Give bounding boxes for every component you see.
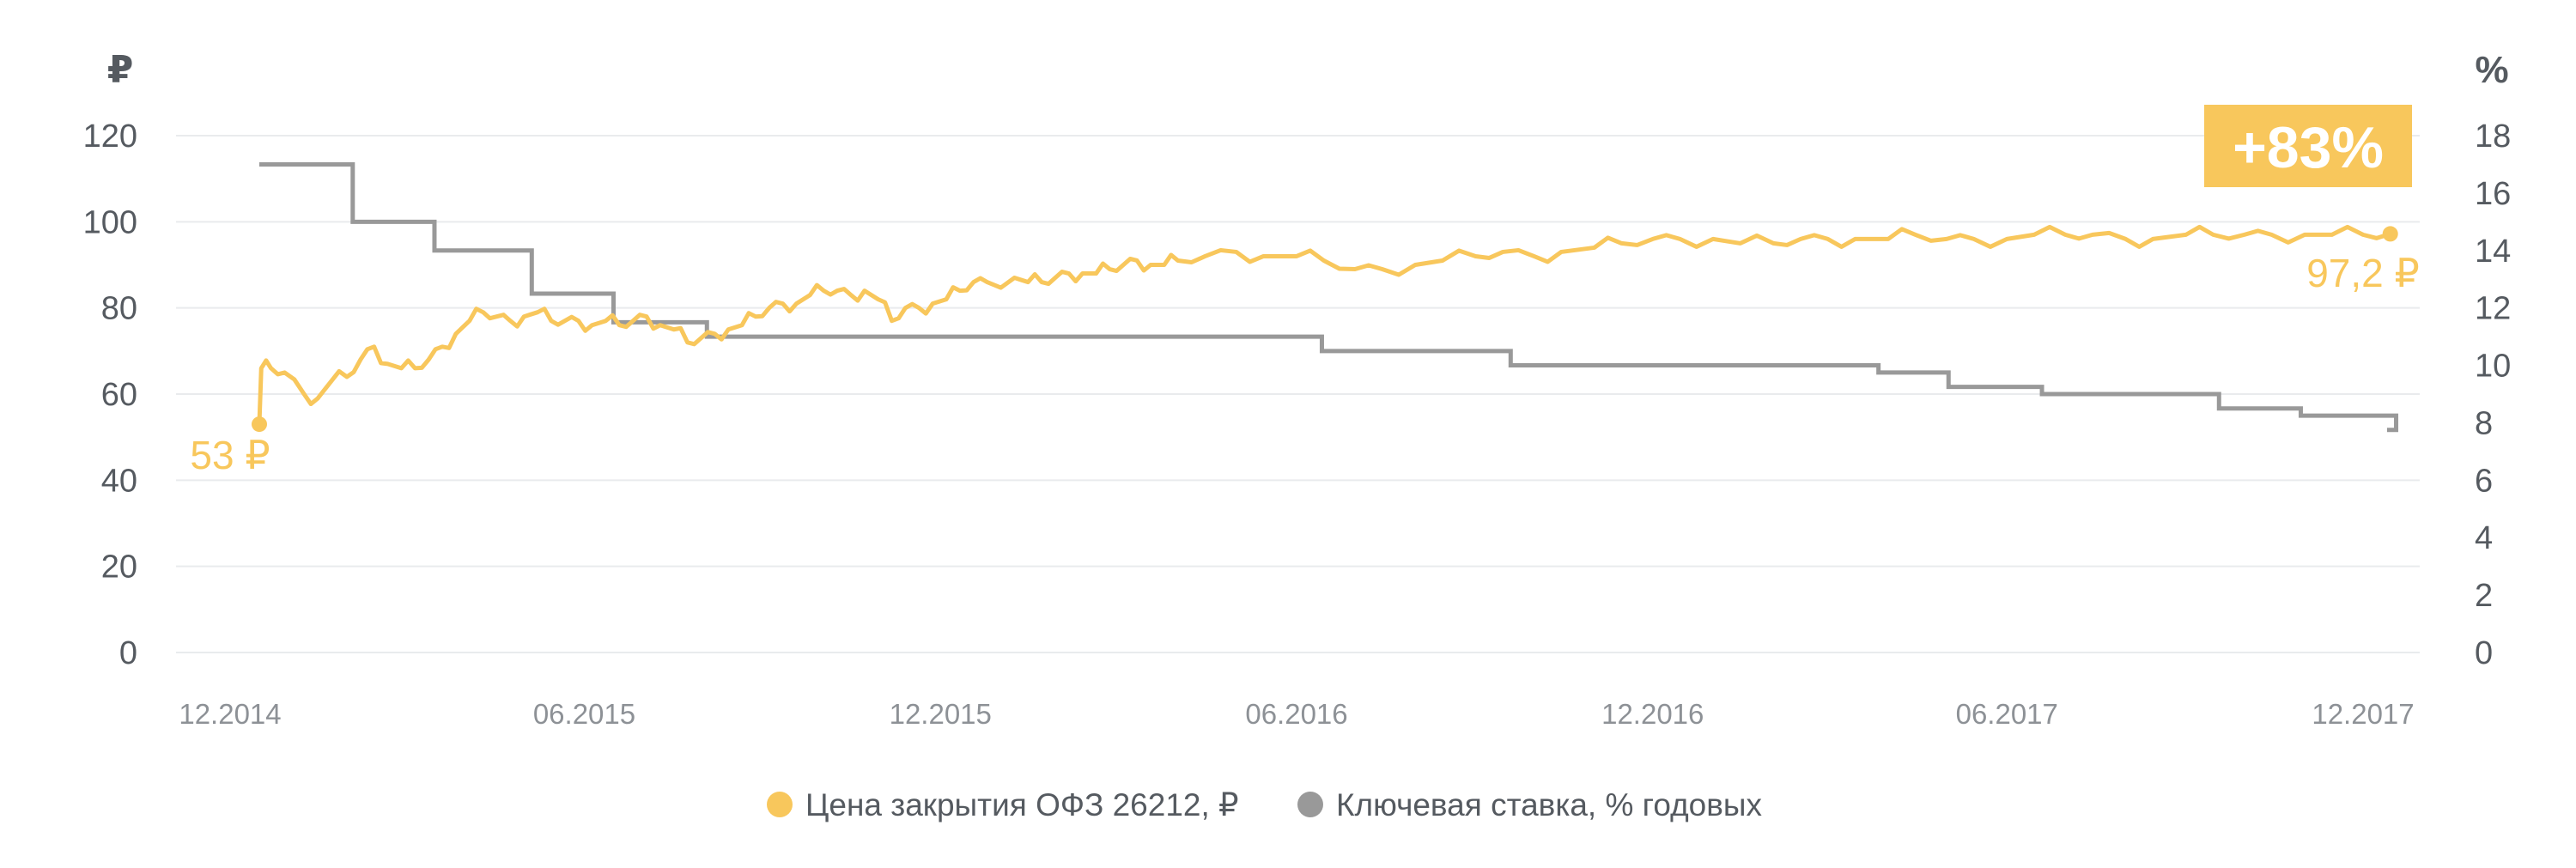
left-tick-label: 60 xyxy=(101,377,137,413)
left-tick-label: 100 xyxy=(83,204,137,240)
legend: Цена закрытия ОФЗ 26212, ₽ Ключевая став… xyxy=(767,787,1763,822)
left-axis-unit-label: ₽ xyxy=(107,49,134,91)
start-value-label: 53 ₽ xyxy=(190,433,270,477)
x-tick-label: 06.2015 xyxy=(533,698,635,730)
right-tick-label: 0 xyxy=(2475,635,2493,671)
grid xyxy=(176,135,2420,653)
x-tick-label: 12.2015 xyxy=(890,698,992,730)
right-tick-label: 4 xyxy=(2475,520,2493,556)
left-tick-label: 20 xyxy=(101,549,137,586)
left-tick-label: 120 xyxy=(83,118,137,155)
price-series-line xyxy=(257,224,2391,425)
right-tick-label: 18 xyxy=(2475,118,2511,155)
growth-badge-text: +83% xyxy=(2233,115,2384,180)
x-tick-label: 12.2017 xyxy=(2312,698,2414,730)
legend-rate-marker xyxy=(1297,792,1323,817)
rate-series-line xyxy=(258,161,2399,433)
left-axis-ticks: 0 20 40 60 80 100 120 xyxy=(83,118,137,671)
left-tick-label: 0 xyxy=(119,635,137,671)
x-tick-label: 06.2016 xyxy=(1245,698,1347,730)
right-tick-label: 2 xyxy=(2475,578,2493,614)
x-axis-ticks: 12.2014 06.2015 12.2015 06.2016 12.2016 06.20… xyxy=(179,698,2414,730)
growth-badge: +83% xyxy=(2204,105,2412,187)
price-start-point xyxy=(251,416,267,433)
price-end-point xyxy=(2382,226,2398,242)
series-layer xyxy=(251,161,2399,433)
end-value-label: 97,2 ₽ xyxy=(2306,251,2420,295)
right-tick-label: 12 xyxy=(2475,291,2511,327)
right-axis-ticks: 0 2 4 6 8 10 12 14 16 18 xyxy=(2475,118,2511,671)
right-tick-label: 6 xyxy=(2475,463,2493,499)
left-tick-label: 80 xyxy=(101,291,137,327)
growth-badge-background xyxy=(2204,105,2412,187)
left-tick-label: 40 xyxy=(101,463,137,499)
legend-rate-label: Ключевая ставка, % годовых xyxy=(1336,787,1763,822)
legend-price-marker xyxy=(767,792,793,817)
right-tick-label: 8 xyxy=(2475,405,2493,441)
x-tick-label: 06.2017 xyxy=(1956,698,2058,730)
right-tick-label: 10 xyxy=(2475,349,2511,385)
right-axis-unit-label: % xyxy=(2475,49,2508,91)
legend-price-label: Цена закрытия ОФЗ 26212, ₽ xyxy=(805,787,1239,822)
x-tick-label: 12.2016 xyxy=(1601,698,1704,730)
right-tick-label: 16 xyxy=(2475,176,2511,212)
right-tick-label: 14 xyxy=(2475,234,2511,270)
x-tick-label: 12.2014 xyxy=(179,698,281,730)
